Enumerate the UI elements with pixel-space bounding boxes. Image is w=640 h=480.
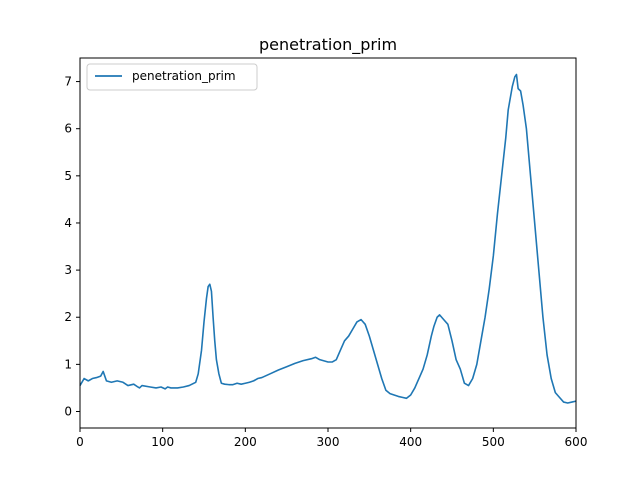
plot-frame [79, 57, 577, 429]
x-axis: 0 100 200 300 400 500 600 [76, 428, 587, 449]
y-tick-label: 0 [64, 405, 72, 419]
y-tick-label: 4 [64, 216, 72, 230]
legend-box [86, 63, 258, 91]
x-tick-label: 600 [565, 435, 588, 449]
series-layer [79, 73, 577, 404]
y-tick-label: 3 [64, 263, 72, 277]
y-tick-label: 5 [64, 169, 72, 183]
y-tick-label: 7 [64, 75, 72, 89]
legend-label: penetration_prim [132, 69, 236, 83]
y-axis: 0 1 2 3 4 5 6 7 [64, 75, 80, 419]
x-tick-label: 300 [317, 435, 340, 449]
series-line [79, 73, 577, 404]
x-tick-label: 400 [399, 435, 422, 449]
plot-area [80, 58, 576, 428]
x-tick-label: 200 [234, 435, 257, 449]
y-tick-label: 2 [64, 310, 72, 324]
y-tick-label: 1 [64, 357, 72, 371]
x-tick-label: 0 [76, 435, 84, 449]
x-tick-label: 100 [151, 435, 174, 449]
chart-title: penetration_prim [259, 35, 397, 55]
y-tick-label: 6 [64, 122, 72, 136]
x-tick-label: 500 [482, 435, 505, 449]
legend: penetration_prim [86, 63, 258, 91]
